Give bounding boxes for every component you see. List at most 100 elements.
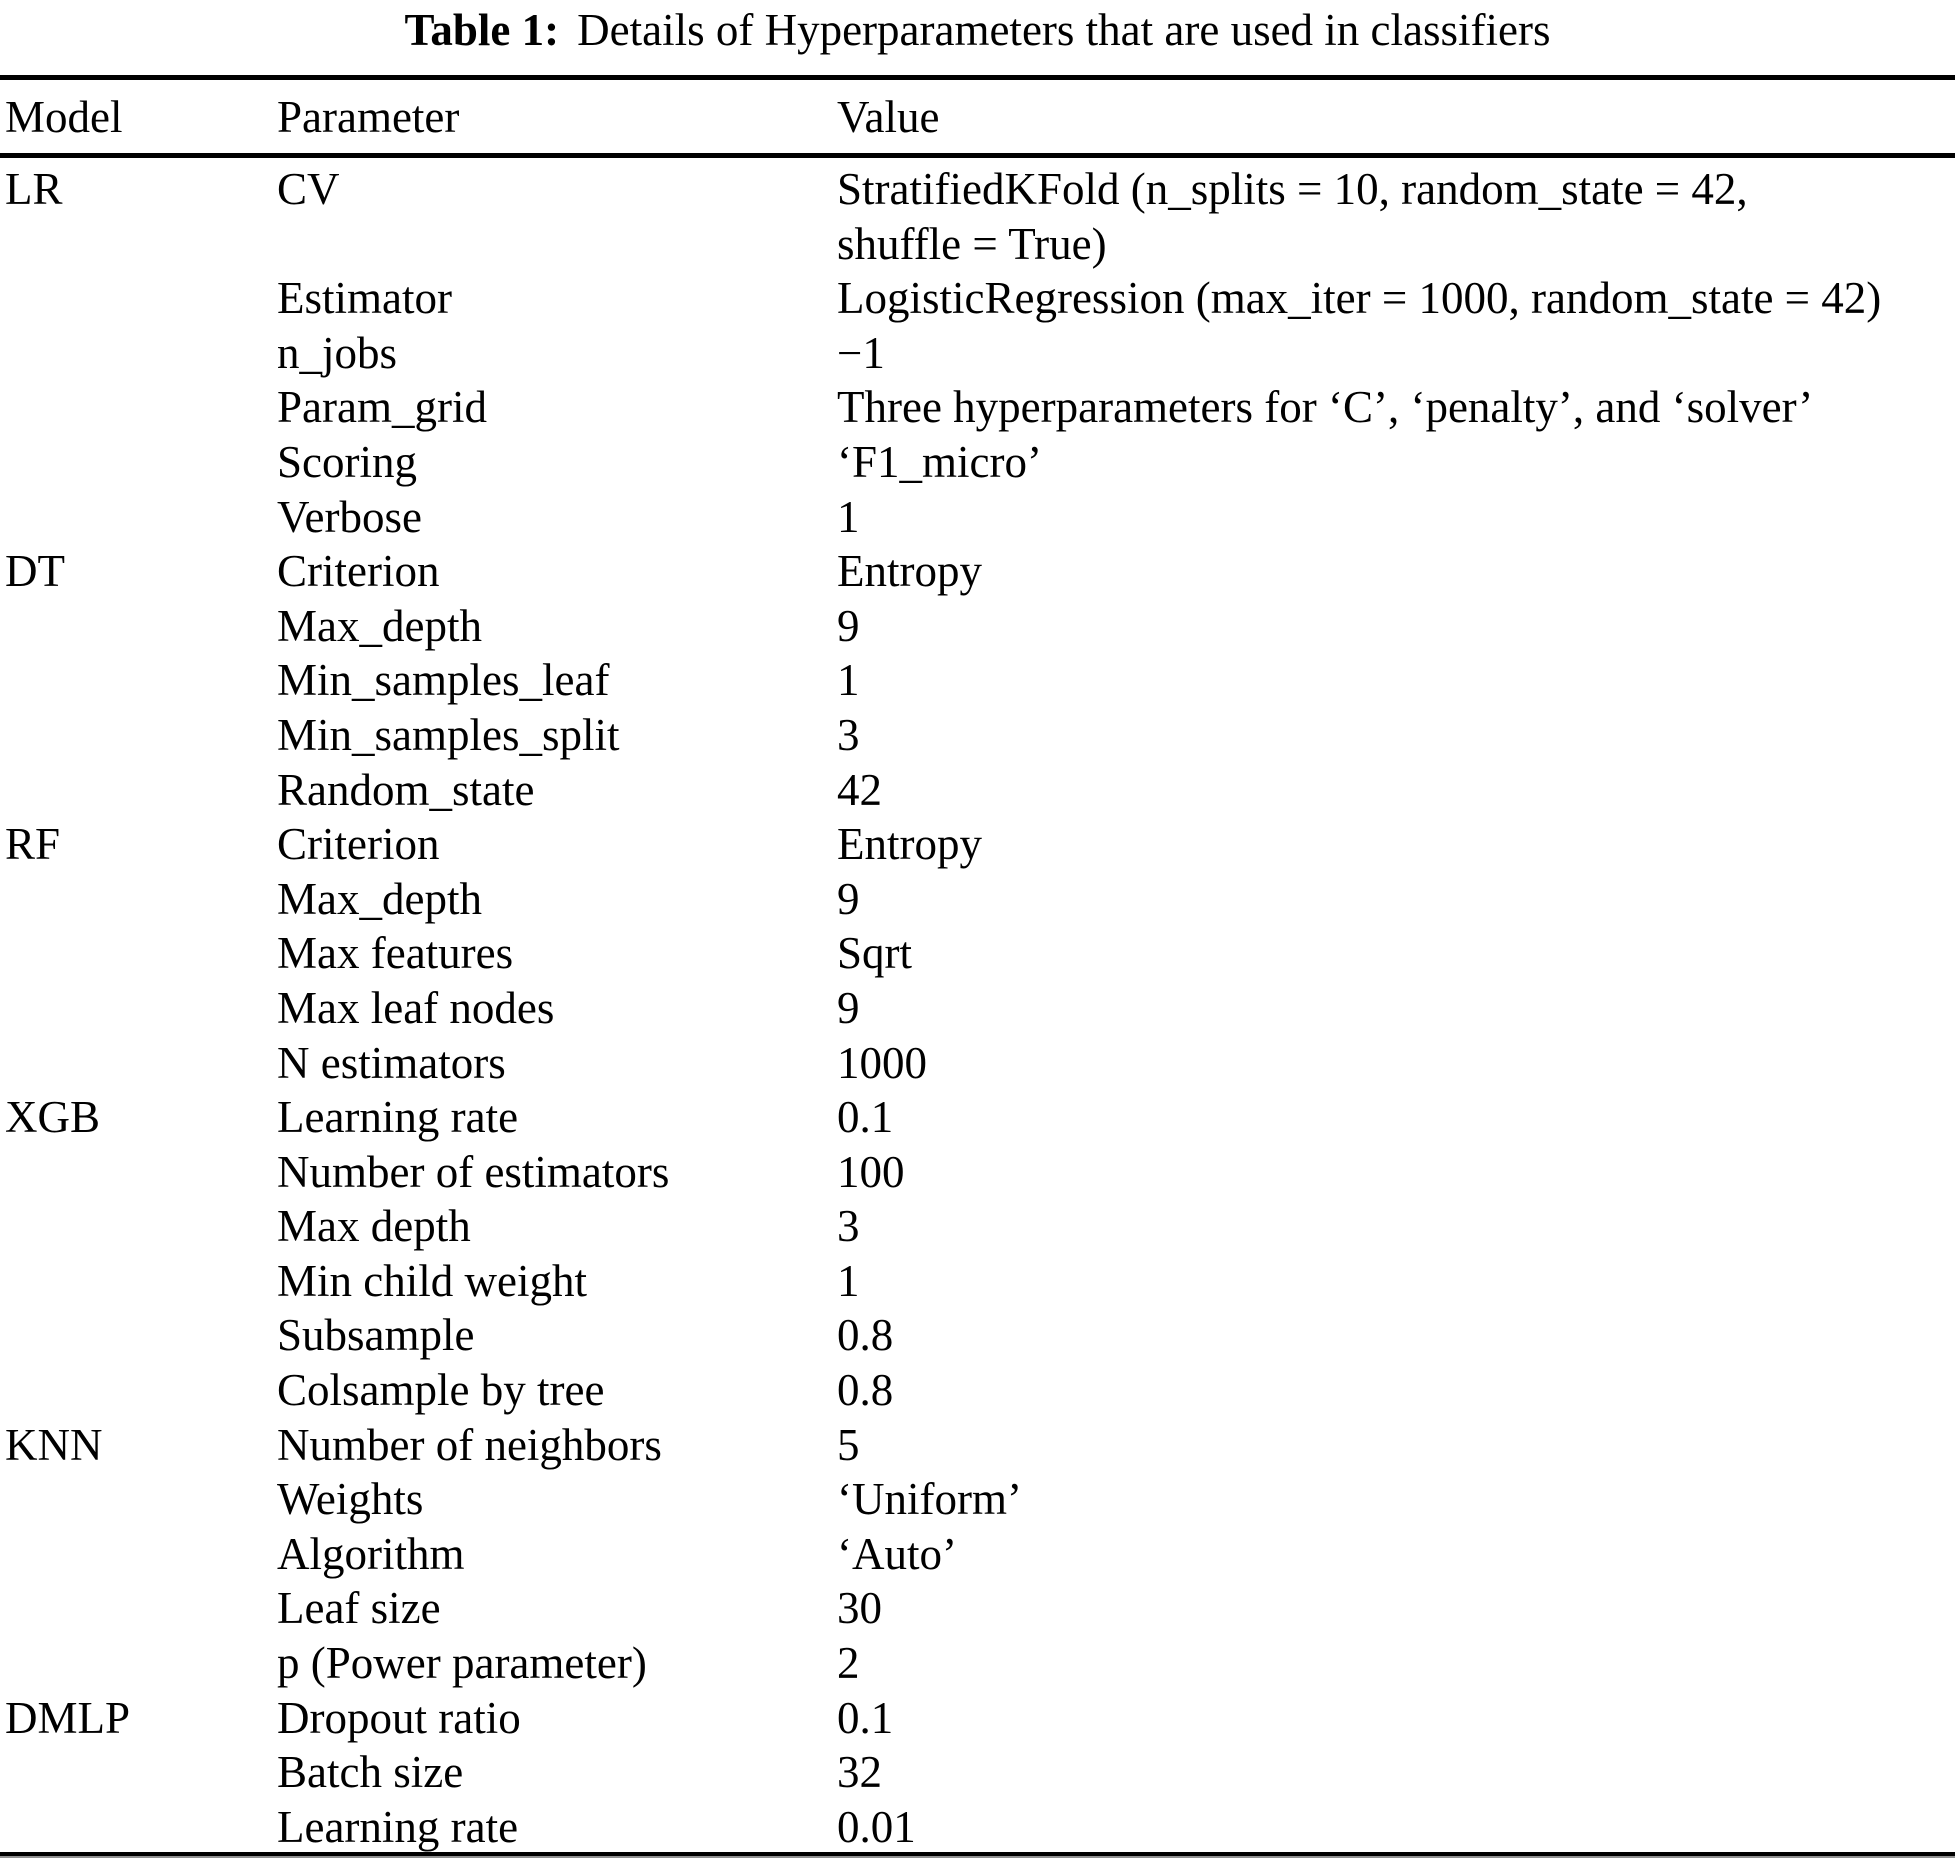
- cell-value: ‘Auto’: [837, 1528, 957, 1579]
- table-row: Subsample 0.8: [0, 1308, 1955, 1363]
- cell-parameter: Leaf size: [277, 1583, 441, 1634]
- table-header-rule: [0, 153, 1955, 158]
- cell-value: 5: [837, 1419, 860, 1470]
- table-caption: Table 1: Details of Hyperparameters that …: [0, 4, 1955, 56]
- cell-value: 42: [837, 764, 882, 815]
- cell-parameter: Max_depth: [277, 600, 482, 651]
- cell-parameter: Learning rate: [277, 1092, 519, 1143]
- table-caption-label: Table 1:: [404, 5, 560, 55]
- cell-parameter: Max features: [277, 928, 514, 979]
- table-bottom-rule-shadow: [0, 1856, 1955, 1858]
- cell-model: RF: [5, 819, 61, 870]
- cell-value: 1: [837, 491, 860, 542]
- cell-parameter: Criterion: [277, 546, 440, 597]
- table-row: Max depth 3: [0, 1199, 1955, 1254]
- table-row: Min_samples_split 3: [0, 708, 1955, 763]
- cell-value: 0.01: [837, 1801, 916, 1852]
- cell-value: 0.8: [837, 1365, 894, 1416]
- table-row: Min_samples_leaf 1: [0, 653, 1955, 708]
- column-header-value: Value: [837, 91, 940, 142]
- table-row: LR CV StratifiedKFold (n_splits = 10, rand…: [0, 162, 1955, 271]
- table-row: XGB Learning rate 0.1: [0, 1090, 1955, 1145]
- cell-parameter: Max_depth: [277, 873, 482, 924]
- cell-parameter: Subsample: [277, 1310, 475, 1361]
- cell-value: 9: [837, 600, 860, 651]
- cell-value: 0.1: [837, 1692, 894, 1743]
- cell-parameter: Estimator: [277, 273, 452, 324]
- table-row: Verbose 1: [0, 490, 1955, 545]
- cell-parameter: Weights: [277, 1474, 424, 1525]
- cell-value: −1: [837, 327, 885, 378]
- cell-value: StratifiedKFold (n_splits = 10, random_s…: [837, 164, 1748, 269]
- cell-model: KNN: [5, 1419, 103, 1470]
- cell-value: Sqrt: [837, 928, 913, 979]
- table-row: DMLP Dropout ratio 0.1: [0, 1691, 1955, 1746]
- cell-value: Entropy: [837, 546, 982, 597]
- cell-value: 3: [837, 709, 860, 760]
- cell-parameter: Max depth: [277, 1201, 471, 1252]
- cell-parameter: Number of neighbors: [277, 1419, 662, 1470]
- table-row: Max features Sqrt: [0, 926, 1955, 981]
- table-row: Param_grid Three hyperparameters for ‘C’,…: [0, 380, 1955, 435]
- cell-value: 1000: [837, 1037, 927, 1088]
- table-row: N estimators 1000: [0, 1036, 1955, 1091]
- cell-parameter: Algorithm: [277, 1528, 465, 1579]
- cell-parameter: p (Power parameter): [277, 1638, 647, 1689]
- cell-value: Three hyperparameters for ‘C’, ‘penalty’…: [837, 382, 1814, 433]
- table-top-rule: [0, 75, 1955, 80]
- table-row: KNN Number of neighbors 5: [0, 1418, 1955, 1473]
- table-caption-text: Details of Hyperparameters that are used…: [577, 5, 1551, 55]
- table-body: LR CV StratifiedKFold (n_splits = 10, rand…: [0, 158, 1955, 1854]
- column-header-model: Model: [5, 91, 123, 142]
- cell-parameter: Scoring: [277, 436, 417, 487]
- table-row: Estimator LogisticRegression (max_iter = …: [0, 271, 1955, 326]
- cell-model: XGB: [5, 1092, 101, 1143]
- cell-value: 9: [837, 982, 860, 1033]
- cell-value: Entropy: [837, 819, 982, 870]
- table-bottom-rule: [0, 1852, 1955, 1856]
- table-row: Min child weight 1: [0, 1254, 1955, 1309]
- column-header-parameter: Parameter: [277, 91, 460, 142]
- cell-value: 9: [837, 873, 860, 924]
- cell-value: 32: [837, 1747, 882, 1798]
- cell-value: ‘Uniform’: [837, 1474, 1022, 1525]
- table-row: Random_state 42: [0, 763, 1955, 818]
- table-header-row: Model Parameter Value: [0, 80, 1955, 153]
- table-row: Batch size 32: [0, 1745, 1955, 1800]
- cell-parameter: Param_grid: [277, 382, 487, 433]
- cell-model: LR: [5, 164, 63, 214]
- cell-parameter: Random_state: [277, 764, 535, 815]
- cell-parameter: N estimators: [277, 1037, 506, 1088]
- cell-parameter: Min child weight: [277, 1255, 587, 1306]
- cell-value: 0.1: [837, 1092, 894, 1143]
- cell-parameter: Batch size: [277, 1747, 464, 1798]
- cell-parameter: Min_samples_leaf: [277, 655, 610, 706]
- cell-value: 1: [837, 655, 860, 706]
- cell-parameter: Colsample by tree: [277, 1365, 605, 1416]
- table-row: Max_depth 9: [0, 872, 1955, 927]
- cell-parameter: Learning rate: [277, 1801, 519, 1852]
- cell-parameter: Max leaf nodes: [277, 982, 555, 1033]
- table-row: Max leaf nodes 9: [0, 981, 1955, 1036]
- cell-parameter: Number of estimators: [277, 1146, 670, 1197]
- table-row: Weights ‘Uniform’: [0, 1472, 1955, 1527]
- table-row: RF Criterion Entropy: [0, 817, 1955, 872]
- cell-parameter: n_jobs: [277, 327, 398, 378]
- cell-model: DT: [5, 546, 65, 597]
- table-row: Max_depth 9: [0, 599, 1955, 654]
- table-row: Number of estimators 100: [0, 1145, 1955, 1200]
- cell-value: 30: [837, 1583, 882, 1634]
- cell-parameter: Min_samples_split: [277, 709, 620, 760]
- table-row: Scoring ‘F1_micro’: [0, 435, 1955, 490]
- table-row: Leaf size 30: [0, 1581, 1955, 1636]
- cell-value: 100: [837, 1146, 905, 1197]
- table-row: Colsample by tree 0.8: [0, 1363, 1955, 1418]
- cell-value: 1: [837, 1255, 860, 1306]
- cell-parameter: Verbose: [277, 491, 422, 542]
- cell-value: ‘F1_micro’: [837, 436, 1042, 487]
- cell-value: 3: [837, 1201, 860, 1252]
- table-row: n_jobs −1: [0, 326, 1955, 381]
- cell-parameter: Criterion: [277, 819, 440, 870]
- table-row: p (Power parameter) 2: [0, 1636, 1955, 1691]
- cell-value: 0.8: [837, 1310, 894, 1361]
